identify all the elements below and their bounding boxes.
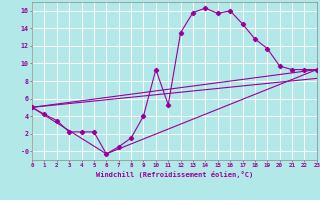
X-axis label: Windchill (Refroidissement éolien,°C): Windchill (Refroidissement éolien,°C) (96, 171, 253, 178)
